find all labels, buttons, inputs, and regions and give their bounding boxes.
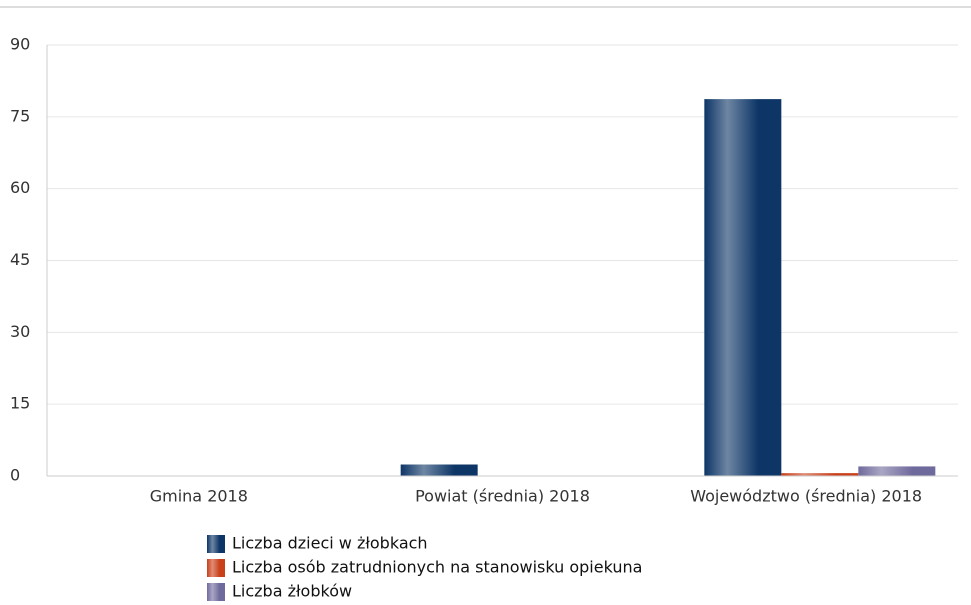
- y-tick-label: 30: [10, 322, 30, 341]
- bar: [858, 466, 936, 476]
- y-tick-label: 60: [10, 178, 30, 197]
- y-tick-label: 90: [10, 35, 30, 54]
- y-tick-label: 0: [10, 466, 20, 485]
- x-tick-label: Gmina 2018: [150, 487, 248, 506]
- y-tick-label: 75: [10, 106, 30, 125]
- legend-label: Liczba żłobków: [232, 582, 352, 601]
- legend-label: Liczba osób zatrudnionych na stanowisku …: [232, 558, 642, 577]
- x-tick-label: Powiat (średnia) 2018: [415, 487, 590, 506]
- legend-label: Liczba dzieci w żłobkach: [232, 534, 428, 553]
- legend-swatch: [207, 535, 225, 553]
- x-tick-label: Województwo (średnia) 2018: [690, 487, 922, 506]
- y-tick-label: 45: [10, 250, 30, 269]
- legend-swatch: [207, 583, 225, 601]
- bar: [704, 99, 782, 476]
- y-tick-label: 15: [10, 394, 30, 413]
- bar: [781, 473, 859, 476]
- bar: [400, 464, 478, 476]
- legend-swatch: [207, 559, 225, 577]
